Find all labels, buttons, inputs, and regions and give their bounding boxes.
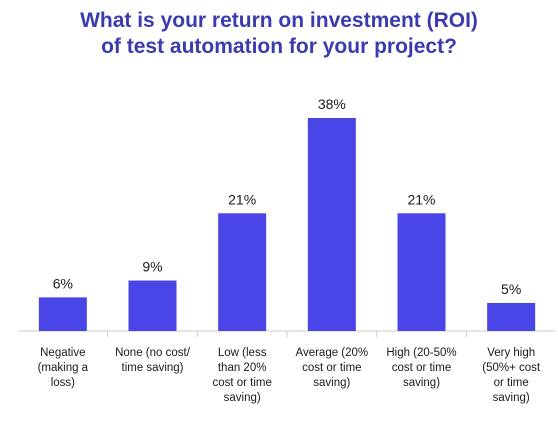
data-label-2: 21% xyxy=(228,191,256,207)
category-label-4: High (20-50% cost or time saving) xyxy=(386,347,456,389)
category-label-0-line-1: (making a xyxy=(38,362,89,374)
data-label-3: 38% xyxy=(318,96,346,112)
category-label-1: None (no cost/time saving) xyxy=(115,347,191,374)
category-label-3-line-0: Average (20% xyxy=(295,347,368,359)
chart-title-line-2: of test automation for your project? xyxy=(101,35,457,58)
data-label-0: 6% xyxy=(53,275,73,291)
category-label-4-line-1: cost or time xyxy=(392,362,451,374)
category-label-0-line-0: Negative xyxy=(40,347,85,359)
data-label-1: 9% xyxy=(142,259,162,275)
category-label-3-line-1: cost or time xyxy=(302,362,361,374)
bar-1 xyxy=(128,280,177,331)
category-label-5-line-2: or time xyxy=(494,377,529,389)
category-label-2-line-2: cost or time xyxy=(212,377,271,389)
category-label-2-line-1: than 20% xyxy=(218,362,267,374)
chart-title-line-1: What is your return on investment (ROI) xyxy=(80,9,478,32)
data-label-4: 21% xyxy=(407,191,435,207)
category-label-4-line-2: saving) xyxy=(403,377,440,389)
bar-0 xyxy=(38,297,87,331)
category-label-2: Low (less than 20% cost or time saving) xyxy=(212,347,271,404)
category-label-5: Very high (50%+ cost or time saving) xyxy=(482,347,541,404)
bar-4 xyxy=(397,213,446,331)
category-label-1-line-0: None (no cost/ xyxy=(115,347,191,359)
category-label-3: Average (20% cost or time saving) xyxy=(295,347,368,389)
category-label-5-line-0: Very high xyxy=(487,347,535,359)
bar-2 xyxy=(218,213,267,331)
category-label-2-line-0: Low (less xyxy=(218,347,267,359)
category-label-3-line-2: saving) xyxy=(313,377,350,389)
bar-5 xyxy=(487,302,536,331)
category-label-4-line-0: High (20-50% xyxy=(386,347,456,359)
category-label-0: Negative (making a loss) xyxy=(38,347,89,389)
category-label-1-line-1: time saving) xyxy=(122,362,184,374)
data-label-5: 5% xyxy=(501,281,521,297)
category-label-2-line-3: saving) xyxy=(224,392,261,404)
bar-3 xyxy=(307,118,356,331)
category-label-0-line-2: loss) xyxy=(51,377,75,389)
category-label-5-line-1: (50%+ cost xyxy=(482,362,541,374)
category-label-5-line-3: saving) xyxy=(493,392,530,404)
